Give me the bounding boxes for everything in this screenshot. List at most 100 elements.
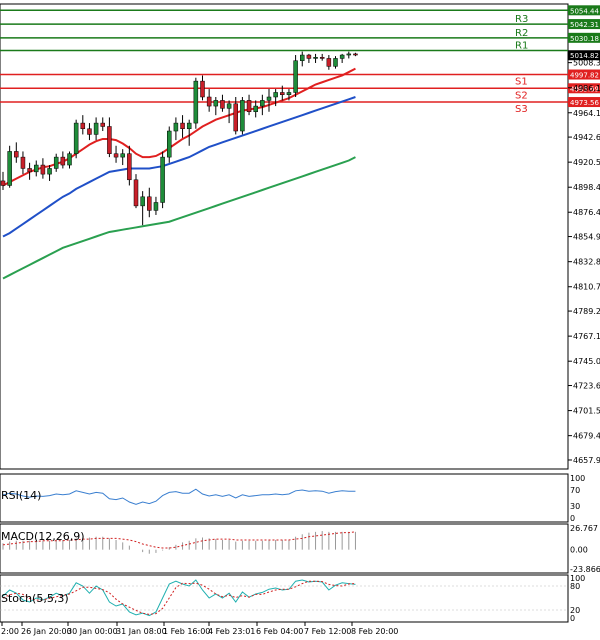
price-tick-label: 4964.10 — [573, 109, 600, 118]
level-price-text: 5030.18 — [570, 35, 599, 43]
candle-body — [167, 130, 172, 158]
candle — [326, 55, 332, 70]
candle-body — [313, 57, 318, 59]
main-panel-frame — [0, 3, 569, 470]
candle — [27, 162, 32, 180]
candle-body — [326, 58, 332, 67]
candle-body — [34, 164, 39, 173]
candle — [240, 97, 245, 135]
indicator-tick-label: 0 — [570, 514, 575, 523]
candle-body — [67, 153, 72, 166]
level-price-text: 5042.31 — [570, 21, 599, 29]
candle-body — [339, 54, 345, 59]
candle-body — [133, 179, 139, 207]
price-tick-label: 4986.15 — [573, 84, 600, 93]
time-tick-label: 26 Jan 20:00 — [21, 627, 72, 636]
macd-label: MACD(12,26,9) — [1, 530, 85, 543]
candle — [226, 100, 232, 124]
candle — [14, 142, 19, 163]
candle-body — [27, 168, 32, 173]
candle-body — [180, 122, 185, 130]
candle-body — [213, 100, 219, 107]
current-price-text: 5014.82 — [570, 52, 599, 60]
indicator-tick-label: -23.866 — [570, 565, 600, 574]
candle-body — [306, 54, 312, 59]
candle — [73, 119, 79, 159]
candle-body — [0, 180, 6, 186]
price-tick-label: 4767.15 — [573, 332, 600, 341]
indicator-tick-label: 100 — [570, 474, 585, 483]
candle — [193, 77, 199, 129]
level-price-box — [568, 97, 600, 108]
price-tick-label: 4876.40 — [573, 208, 600, 217]
candle — [167, 126, 172, 163]
candle — [286, 89, 292, 101]
candle — [40, 158, 46, 179]
candle — [87, 123, 92, 141]
candle-body — [333, 58, 338, 67]
candle-body — [100, 122, 105, 127]
stoch-panel-frame — [0, 574, 569, 623]
level-price-text: 4997.82 — [570, 72, 599, 80]
level-price-box — [568, 5, 600, 16]
candle — [353, 52, 358, 57]
rsi-label: RSI(14) — [1, 489, 41, 502]
candle-body — [153, 202, 159, 211]
main-price-panel: 5054.44 R3 5042.31 R2 5030.18 R1 S1 4997.82 S2 49… — [0, 3, 600, 470]
candle — [113, 145, 119, 163]
candle-body — [140, 196, 145, 207]
price-tick-label: 4723.60 — [573, 382, 600, 391]
candle-body — [93, 122, 99, 135]
candle-body — [200, 80, 205, 98]
time-tick-label: 4 Feb 23:01 — [208, 627, 255, 636]
stoch-signal-line — [2, 580, 356, 615]
candle — [147, 187, 152, 218]
candle-body — [120, 153, 125, 158]
time-tick-label: 30 Jan 00:00 — [67, 627, 118, 636]
level-label-r1: R1 — [515, 41, 528, 52]
candle-body — [113, 153, 119, 158]
time-tick-label: 1 Feb 16:00 — [163, 627, 210, 636]
candle — [206, 89, 212, 112]
candle-body — [233, 103, 238, 132]
stoch-label: Stoch(5,5,3) — [1, 592, 69, 605]
rsi-panel: 100 70 30 0 RSI(14) — [0, 473, 585, 523]
candle-body — [246, 100, 252, 112]
candle-body — [14, 151, 19, 158]
candle-body — [160, 156, 165, 203]
level-label-r3: R3 — [515, 14, 528, 25]
price-tick-label: 4789.25 — [573, 307, 600, 316]
candle-body — [266, 96, 272, 101]
candle-body — [47, 168, 52, 175]
candle — [53, 153, 59, 172]
candle — [246, 94, 252, 116]
indicator-tick-label: 70 — [570, 486, 580, 495]
candle — [213, 97, 219, 116]
indicator-tick-label: 0 — [570, 614, 575, 623]
candle-body — [226, 103, 232, 109]
indicator-tick-label: 100 — [570, 574, 585, 583]
ma_slow-line — [2, 156, 356, 280]
candle-body — [73, 122, 79, 154]
time-tick-label: 8 Feb 20:00 — [351, 627, 398, 636]
candle — [20, 151, 26, 175]
candle-body — [273, 92, 278, 98]
candle — [120, 149, 125, 166]
candle — [346, 51, 352, 59]
price-tick-label: 4942.65 — [573, 133, 600, 142]
candle-body — [40, 164, 46, 175]
candle — [319, 53, 325, 61]
level-label-r2: R2 — [515, 28, 528, 39]
candle — [339, 53, 345, 63]
level-label-s2: S2 — [515, 90, 528, 101]
time-tick-label: 2:00 — [1, 627, 19, 636]
candle-body — [60, 156, 66, 166]
price-tick-label: 4701.50 — [573, 407, 600, 416]
candle — [260, 94, 265, 116]
candle — [186, 119, 192, 146]
candle-body — [147, 196, 152, 211]
candle-body — [319, 57, 325, 59]
